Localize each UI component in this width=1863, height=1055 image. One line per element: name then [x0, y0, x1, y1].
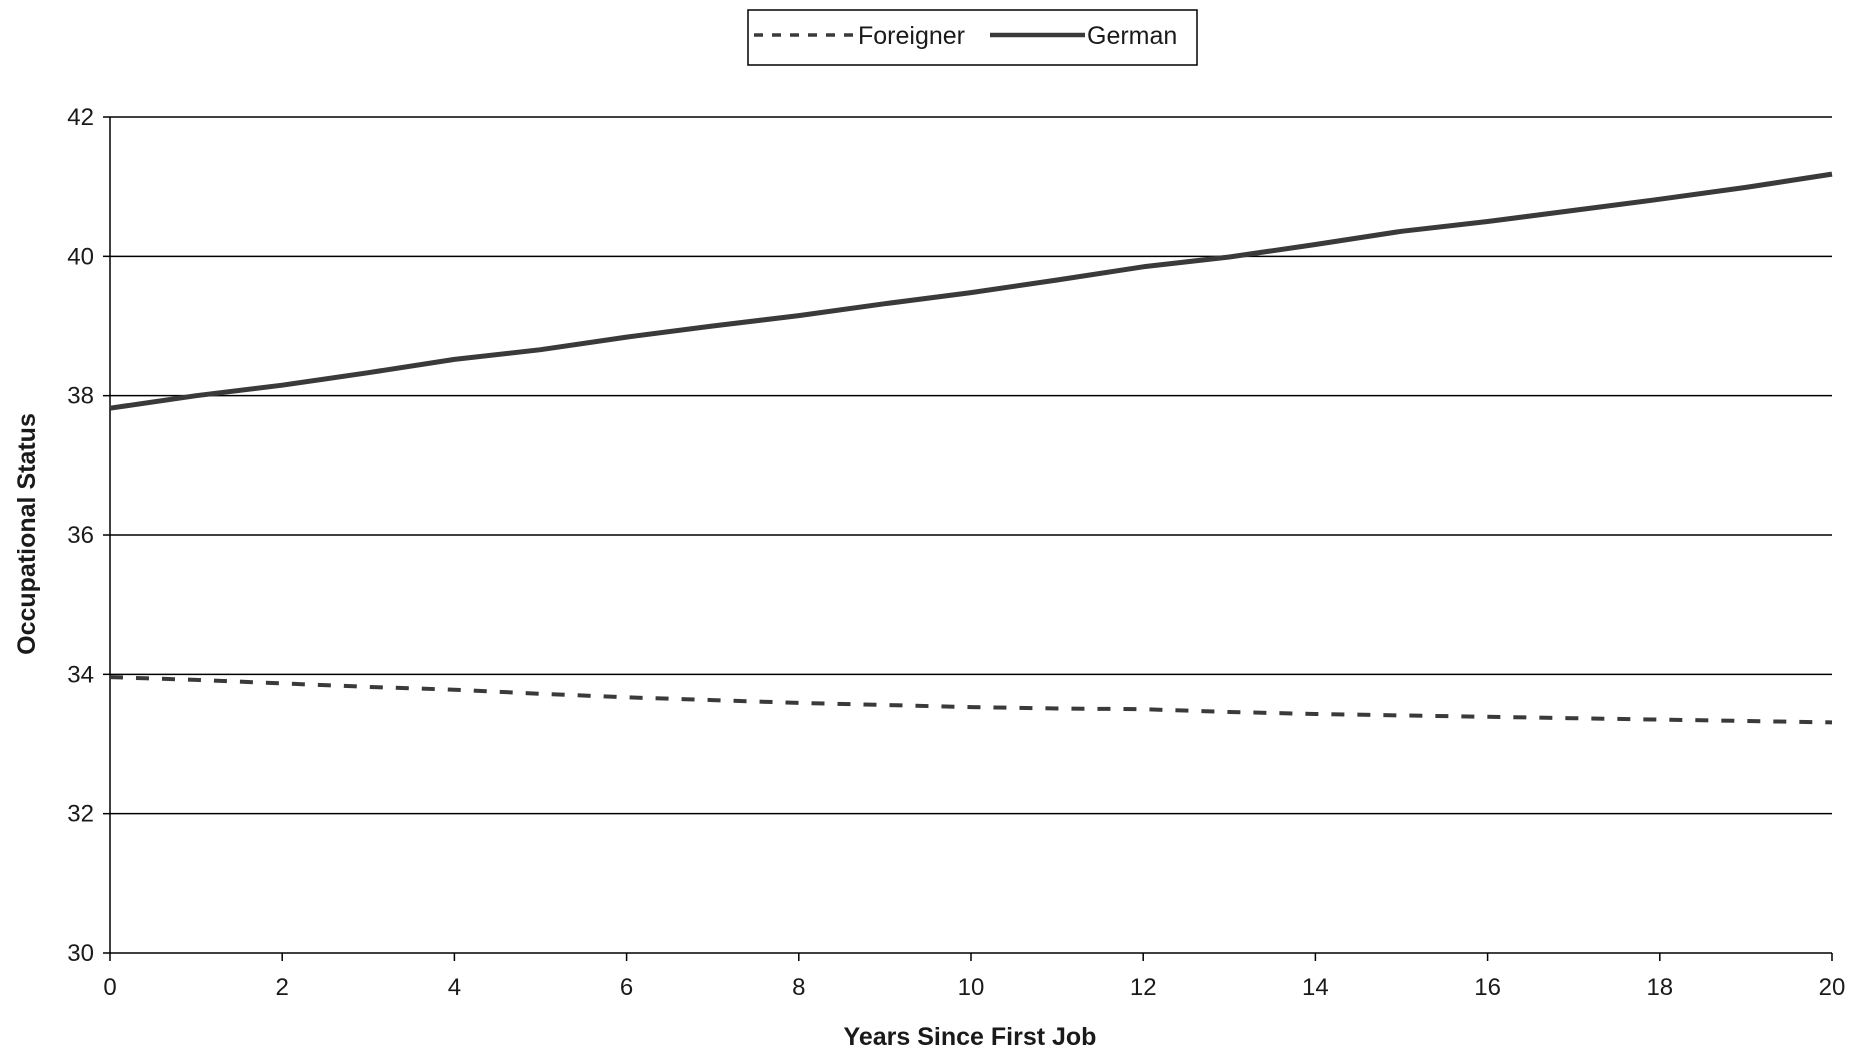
y-tick-label: 36 [67, 522, 94, 549]
x-axis-ticks: 0 2 4 6 8 10 12 14 16 18 20 [103, 953, 1845, 1001]
y-tick-label: 38 [67, 383, 94, 410]
y-tick-label: 30 [67, 940, 94, 967]
y-axis-ticks: 30 32 34 36 38 40 42 [67, 104, 110, 967]
legend-label-foreigner: Foreigner [858, 22, 965, 50]
x-tick-label: 0 [103, 974, 116, 1001]
x-tick-label: 2 [276, 974, 289, 1001]
x-tick-label: 6 [620, 974, 633, 1001]
series-line-foreigner [109, 675, 1833, 725]
series-layer [109, 171, 1833, 725]
x-tick-label: 20 [1819, 974, 1846, 1001]
x-tick-label: 10 [958, 974, 985, 1001]
x-tick-label: 18 [1646, 974, 1673, 1001]
legend-label-german: German [1087, 22, 1177, 50]
x-tick-label: 16 [1474, 974, 1501, 1001]
x-tick-label: 12 [1130, 974, 1157, 1001]
series-line-german [109, 171, 1833, 411]
x-tick-label: 14 [1302, 974, 1329, 1001]
y-tick-label: 42 [67, 104, 94, 131]
y-tick-label: 34 [67, 661, 94, 688]
legend: Foreigner German [747, 9, 1198, 66]
gridlines [110, 116, 1832, 815]
x-axis-title: Years Since First Job [844, 1023, 1097, 1051]
y-axis-title: Occupational Status [13, 413, 41, 655]
x-tick-label: 8 [792, 974, 805, 1001]
y-tick-label: 40 [67, 243, 94, 270]
y-tick-label: 32 [67, 801, 94, 828]
legend-box [747, 9, 1198, 66]
x-tick-label: 4 [448, 974, 461, 1001]
